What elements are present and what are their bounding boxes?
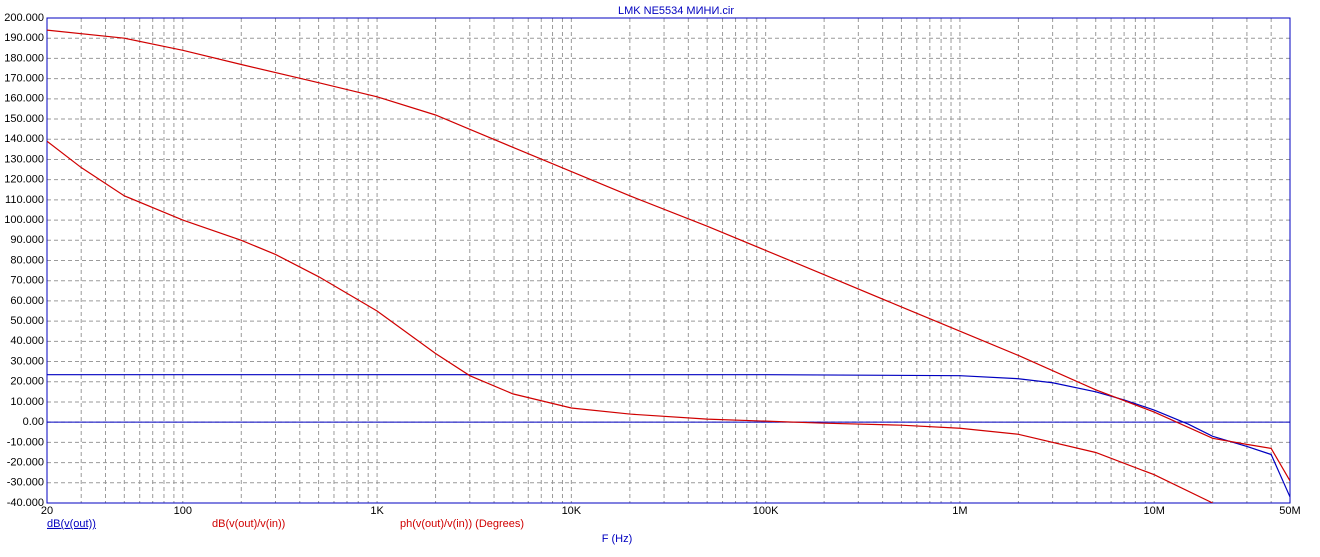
y-tick-label: 80.000: [10, 254, 44, 266]
x-tick-label: 10M: [1144, 505, 1165, 517]
y-tick-label: -20.000: [7, 456, 44, 468]
y-tick-label: 170.000: [4, 73, 44, 85]
series-line: [47, 374, 1290, 498]
y-tick-label: 120.000: [4, 174, 44, 186]
y-tick-label: -30.000: [7, 477, 44, 489]
y-tick-label: 200.000: [4, 12, 44, 24]
x-tick-label: 50M: [1279, 505, 1300, 517]
y-tick-label: 60.000: [10, 295, 44, 307]
y-tick-label: 70.000: [10, 275, 44, 287]
x-tick-label: 1K: [370, 505, 384, 517]
y-tick-label: 110.000: [5, 194, 44, 206]
series-line: [47, 29, 1290, 482]
y-tick-label: 150.000: [4, 113, 44, 125]
y-tick-label: 40.000: [10, 335, 44, 347]
x-axis-label: F (Hz): [602, 533, 633, 545]
x-tick-label: 1M: [952, 505, 967, 517]
y-tick-label: 90.000: [10, 234, 44, 246]
plot-frame: [46, 17, 1291, 504]
y-tick-label: 130.000: [4, 153, 44, 165]
legend-label: dB(v(out)): [47, 518, 96, 530]
chart-title: LMK NE5534 МИНИ.cir: [618, 5, 734, 17]
y-tick-label: 20.000: [10, 376, 44, 388]
y-tick-label: 10.000: [10, 396, 44, 408]
y-tick-label: 160.000: [4, 93, 44, 105]
y-tick-label: -10.000: [7, 436, 44, 448]
x-tick-label: 20: [41, 505, 53, 517]
y-tick-label: 50.000: [10, 315, 44, 327]
y-tick-label: 100.000: [4, 214, 44, 226]
legend-label: ph(v(out)/v(in)) (Degrees): [400, 518, 524, 530]
y-tick-label: 0.00: [23, 416, 44, 428]
legend-label: dB(v(out)/v(in)): [212, 518, 285, 530]
x-tick-label: 100K: [753, 505, 779, 517]
x-tick-label: 100: [174, 505, 192, 517]
y-tick-label: -40.000: [7, 497, 44, 509]
y-tick-label: 30.000: [10, 355, 44, 367]
series-line: [47, 140, 1213, 503]
y-tick-label: 140.000: [4, 133, 44, 145]
x-tick-label: 10K: [562, 505, 582, 517]
y-tick-label: 190.000: [4, 32, 44, 44]
y-tick-label: 180.000: [4, 52, 44, 64]
